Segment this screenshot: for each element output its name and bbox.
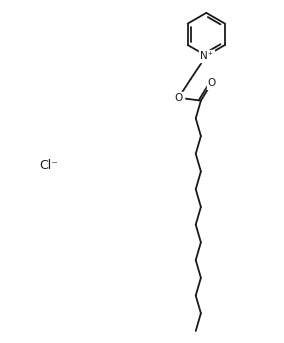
- Text: O: O: [208, 78, 216, 88]
- Text: O: O: [174, 93, 183, 103]
- Text: N⁺: N⁺: [200, 51, 213, 61]
- Text: Cl⁻: Cl⁻: [40, 159, 59, 172]
